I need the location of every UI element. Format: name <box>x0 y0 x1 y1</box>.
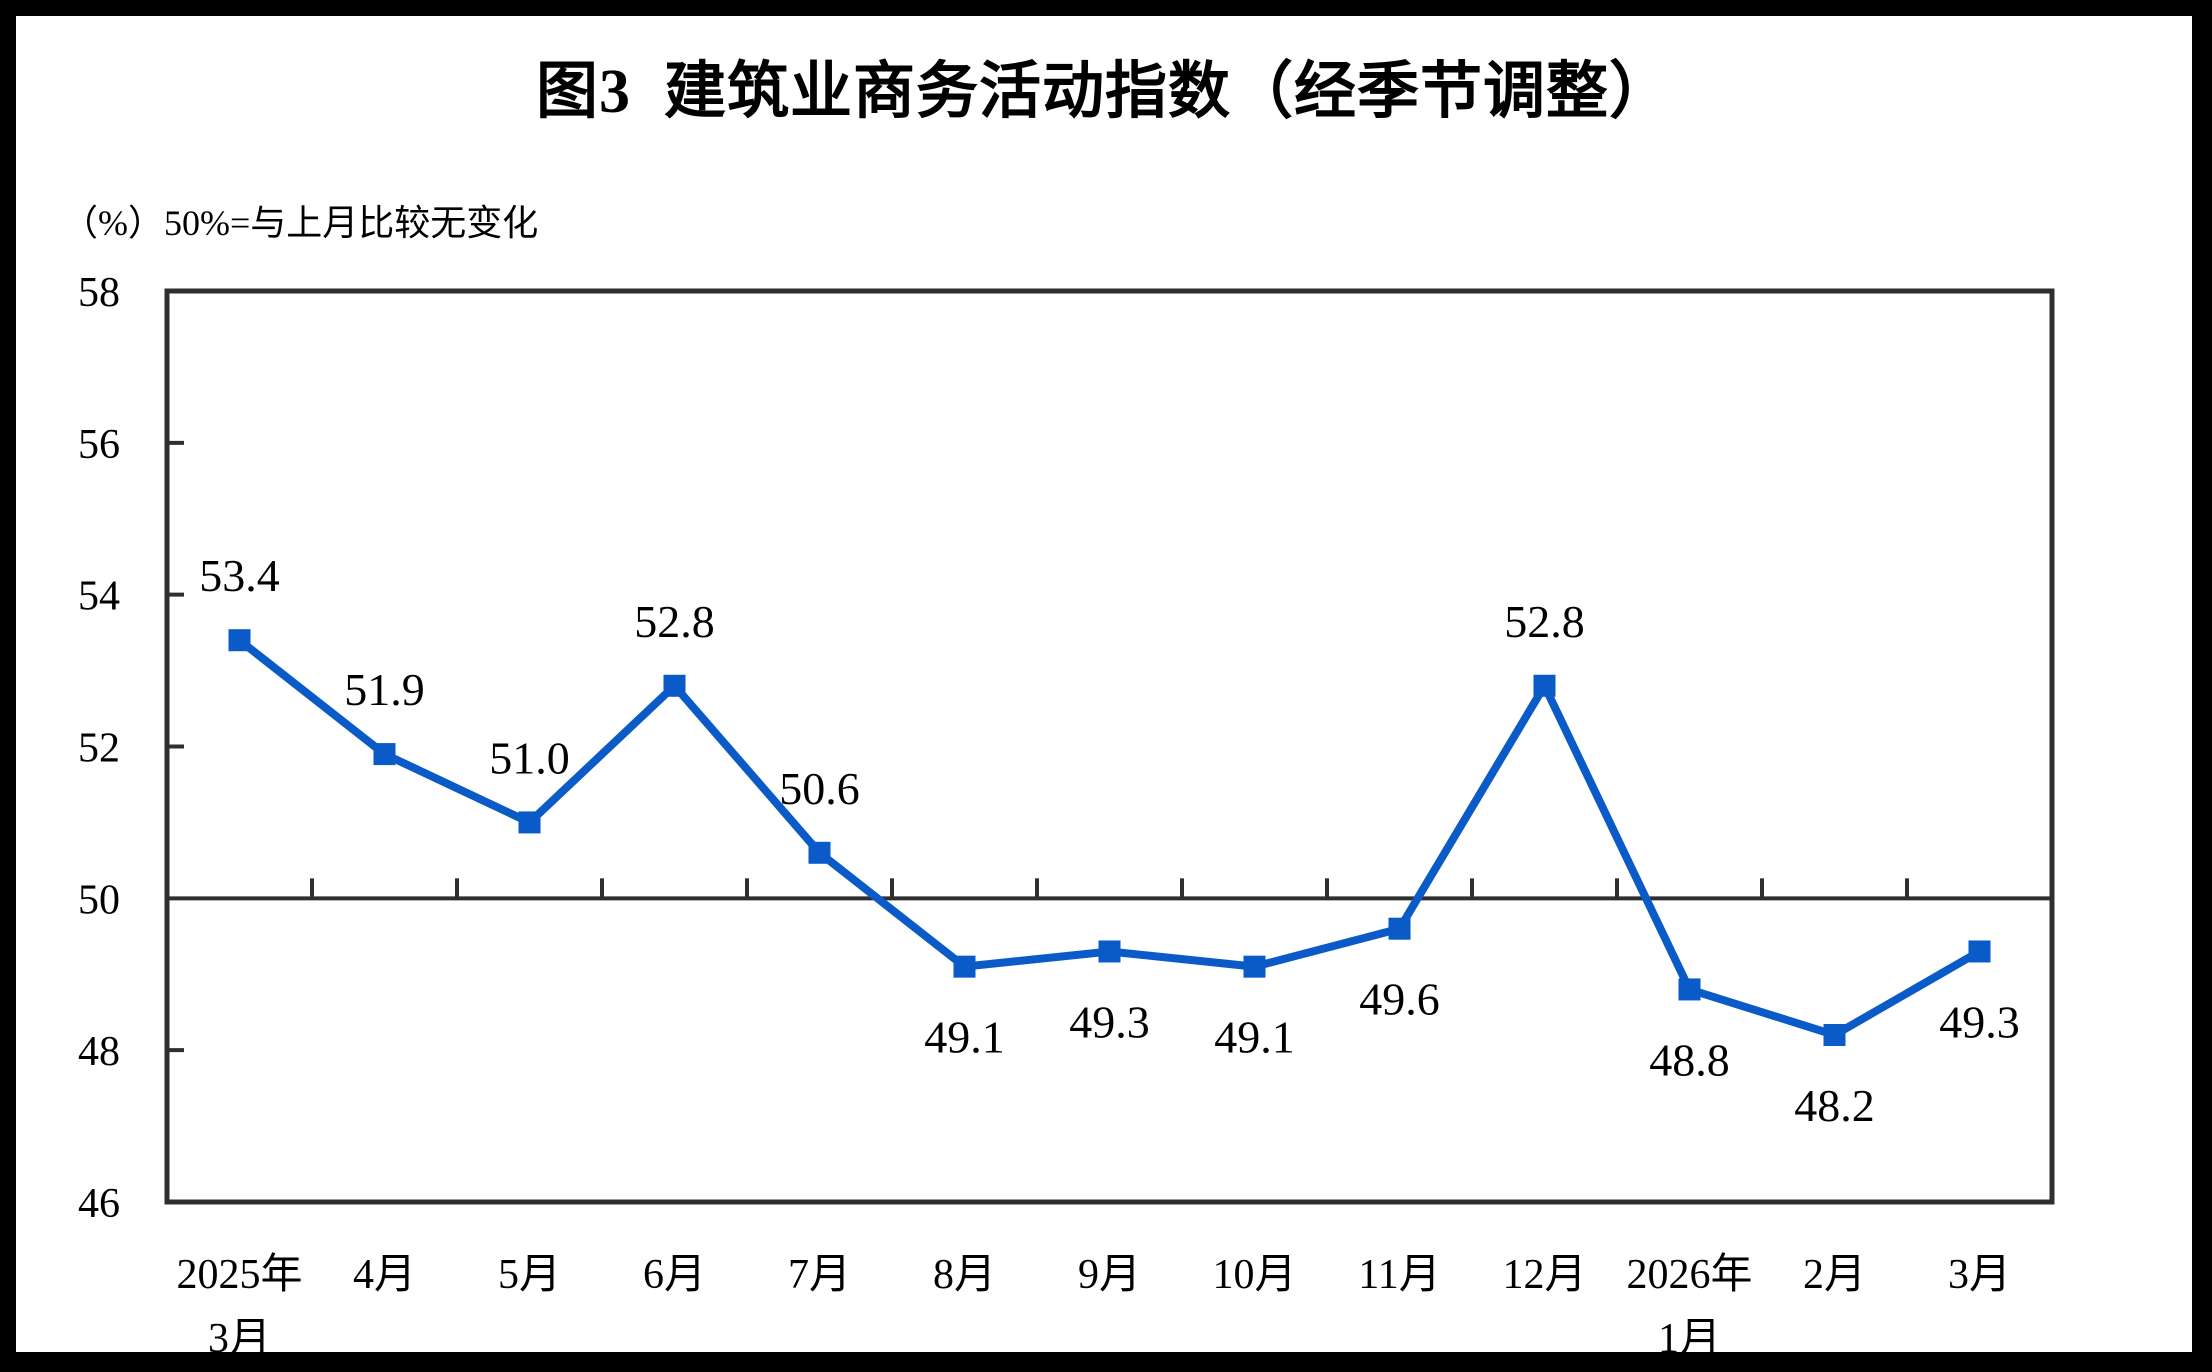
x-axis-label: 6月 <box>643 1252 706 1298</box>
data-point-label: 49.6 <box>1359 974 1440 1025</box>
data-point-marker <box>808 841 831 864</box>
x-axis-label: 3月 <box>1948 1252 2011 1298</box>
data-point-marker <box>1098 940 1121 963</box>
data-point-label: 48.2 <box>1794 1080 1875 1131</box>
data-point-label: 52.8 <box>634 596 715 647</box>
chart-canvas: 图3 建筑业商务活动指数（经季节调整） （%）50%=与上月比较无变化 <box>16 16 2192 1352</box>
data-point-marker <box>518 811 541 834</box>
data-point-label: 49.1 <box>1214 1012 1295 1063</box>
data-point-marker <box>373 743 396 766</box>
x-axis-label: 12月 <box>1502 1252 1586 1298</box>
data-point-label: 51.0 <box>489 732 570 783</box>
x-axis-label: 10月 <box>1212 1252 1296 1298</box>
y-axis-label: 56 <box>78 422 120 468</box>
data-point-marker <box>1968 940 1991 963</box>
data-point-label: 50.6 <box>779 763 860 814</box>
y-axis-label: 46 <box>78 1181 120 1227</box>
y-axis-label: 52 <box>78 726 120 772</box>
x-axis-label: 4月 <box>353 1252 416 1298</box>
data-point-marker <box>1388 917 1411 940</box>
data-point-marker <box>1533 674 1556 697</box>
y-axis-label: 48 <box>78 1029 120 1075</box>
x-axis-label: 3月 <box>208 1316 271 1362</box>
data-point-marker <box>1823 1023 1846 1046</box>
x-axis-label: 7月 <box>788 1252 851 1298</box>
chart-unit-note: （%）50%=与上月比较无变化 <box>62 203 539 243</box>
data-point-label: 51.9 <box>344 664 425 715</box>
data-point-label: 49.3 <box>1939 996 2020 1047</box>
chart-title: 图3 建筑业商务活动指数（经季节调整） <box>535 58 1672 126</box>
plot-frame <box>164 288 2055 1205</box>
x-axis-label: 9月 <box>1078 1252 1141 1298</box>
data-point-label: 49.1 <box>924 1012 1005 1063</box>
y-axis-label: 50 <box>78 877 120 923</box>
data-point-label: 48.8 <box>1649 1034 1730 1085</box>
x-axis-label: 2025年 <box>176 1251 302 1298</box>
data-point-label: 53.4 <box>199 550 280 601</box>
data-point-label: 49.3 <box>1069 996 1150 1047</box>
x-axis-label: 1月 <box>1658 1316 1721 1362</box>
data-point-marker <box>228 629 251 652</box>
x-axis-label: 8月 <box>933 1252 996 1298</box>
y-axis-label: 58 <box>78 270 120 316</box>
data-point-label: 52.8 <box>1504 596 1585 647</box>
data-point-marker <box>1243 955 1266 978</box>
y-axis-label: 54 <box>78 574 120 620</box>
data-point-marker <box>663 674 686 697</box>
x-axis-label: 2026年 <box>1626 1251 1752 1298</box>
data-point-marker <box>1678 978 1701 1001</box>
data-point-marker <box>953 955 976 978</box>
x-axis-label: 2月 <box>1803 1252 1866 1298</box>
x-axis-label: 11月 <box>1358 1252 1440 1298</box>
x-axis-label: 5月 <box>498 1252 561 1298</box>
data-line <box>237 637 1982 1040</box>
